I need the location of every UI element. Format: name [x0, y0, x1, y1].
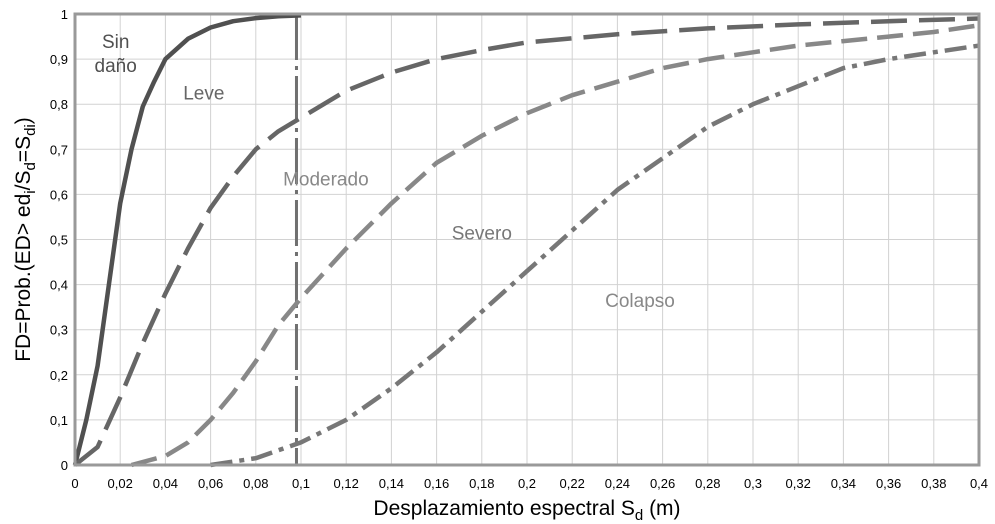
x-tick-label: 0,32 — [786, 476, 811, 491]
y-tick-labels: 0 0,1 0,2 0,3 0,4 0,5 0,6 0,7 0,8 0,9 1 — [50, 7, 68, 473]
y-tick-label: 0 — [61, 458, 68, 473]
y-axis-title: FD=Prob.(ED> edi/Sd=Sdi) — [12, 117, 39, 362]
series-label-line: Colapso — [605, 291, 675, 312]
series-line-severo — [210, 43, 980, 468]
grid — [74, 13, 980, 466]
series-label-leve: Leve — [183, 84, 224, 105]
x-tick-labels: 0 0,02 0,04 0,06 0,08 0,1 0,12 0,14 0,16 0,18 0,2 0… — [71, 476, 988, 491]
x-axis-title-main: Desplazamiento espectral S — [373, 497, 634, 520]
y-tick-label: 0,7 — [50, 142, 68, 157]
series-line-leve — [73, 16, 980, 467]
plot-frame — [73, 12, 981, 467]
x-tick-label: 0,16 — [424, 476, 449, 491]
series-label-line: Leve — [183, 84, 224, 105]
y-axis-title-part-1: FD=Prob.(ED> ed — [12, 194, 35, 362]
series-line-moderado — [130, 23, 980, 468]
y-tick-label: 0,5 — [50, 233, 68, 248]
y-tick-label: 0,6 — [50, 187, 68, 202]
series-label-severo: Severo — [452, 224, 512, 245]
series-group — [72, 13, 980, 468]
x-tick-label: 0,1 — [292, 476, 310, 491]
x-tick-label: 0,26 — [650, 476, 675, 491]
y-axis-title-part-3: =S — [12, 136, 35, 162]
series-label-moderado: Moderado — [283, 169, 369, 190]
x-tick-label: 0,3 — [744, 476, 762, 491]
series-label-sin-da-o: Sin daño — [95, 32, 137, 77]
x-tick-label: 0,28 — [695, 476, 720, 491]
x-tick-label: 0,36 — [876, 476, 901, 491]
y-axis-title-part-4: ) — [12, 117, 35, 124]
y-tick-label: 0,8 — [50, 97, 68, 112]
x-tick-label: 0,2 — [518, 476, 536, 491]
x-tick-label: 0,34 — [831, 476, 856, 491]
series-label-line: Sin — [102, 32, 129, 53]
y-axis-title-sub-2: d — [22, 162, 39, 170]
x-tick-label: 0,12 — [334, 476, 359, 491]
series-label-colapso: Colapso — [605, 291, 675, 312]
x-tick-label: 0,4 — [970, 476, 988, 491]
y-axis-title-part-2: /S — [12, 171, 35, 191]
y-tick-label: 1 — [61, 7, 68, 22]
y-tick-label: 0,2 — [50, 368, 68, 383]
x-tick-label: 0,22 — [560, 476, 585, 491]
series-annotations: Sin daño Leve Moderado Severo Colapso — [95, 32, 675, 312]
x-tick-label: 0,38 — [921, 476, 946, 491]
x-tick-label: 0,18 — [469, 476, 494, 491]
series-line-sin-da-o — [72, 13, 302, 466]
x-tick-label: 0 — [71, 476, 78, 491]
y-tick-label: 0,4 — [50, 278, 68, 293]
series-label-line: Severo — [452, 224, 512, 245]
series-label-line: Moderado — [283, 169, 369, 190]
x-tick-label: 0,02 — [108, 476, 133, 491]
x-tick-label: 0,24 — [605, 476, 630, 491]
series-label-line: daño — [95, 56, 137, 77]
x-tick-label: 0,14 — [379, 476, 404, 491]
x-tick-label: 0,06 — [198, 476, 223, 491]
x-axis-title: Desplazamiento espectral Sd (m) — [373, 497, 680, 524]
y-axis-title-sub-3: di — [22, 124, 39, 136]
y-tick-label: 0,9 — [50, 52, 68, 67]
y-tick-label: 0,1 — [50, 413, 68, 428]
x-axis-title-subscript: d — [635, 507, 643, 524]
y-tick-label: 0,3 — [50, 323, 68, 338]
x-tick-label: 0,08 — [243, 476, 268, 491]
x-tick-label: 0,04 — [153, 476, 178, 491]
x-axis-title-unit: (m) — [643, 497, 680, 520]
y-axis-title-sub-1: i — [22, 190, 39, 193]
